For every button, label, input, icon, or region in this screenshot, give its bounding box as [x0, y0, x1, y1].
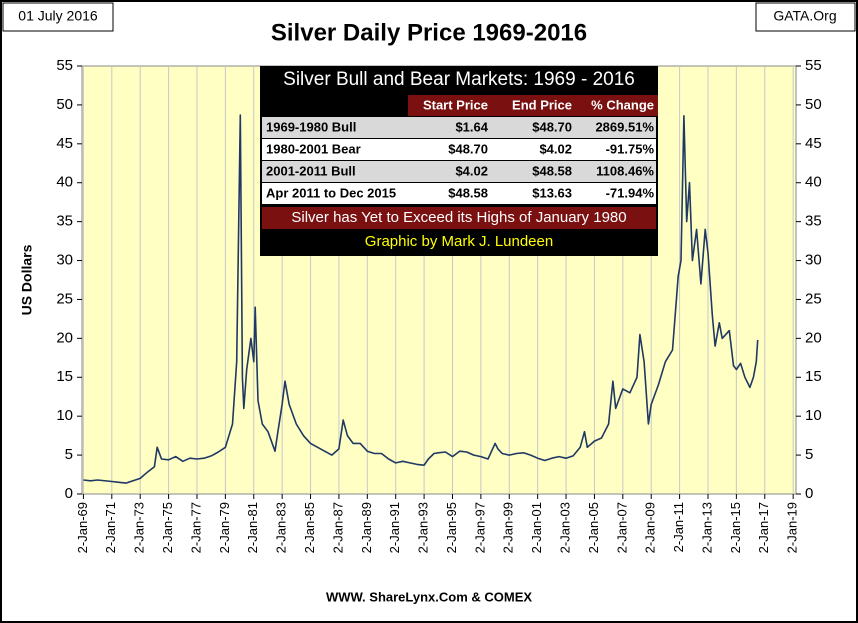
site-box [755, 2, 856, 32]
column-header: End Price [512, 97, 572, 112]
y2-tick-label: 15 [805, 368, 822, 385]
y-axis-label: US Dollars [19, 244, 35, 315]
x-tick-label: 2-Jan-05 [586, 502, 601, 553]
table-cell: 2001-2011 Bull [266, 163, 356, 178]
y2-tick-label: 20 [805, 329, 822, 346]
y2-tick-label: 0 [805, 485, 813, 502]
y-tick-label: 0 [65, 485, 73, 502]
table-cell: $4.02 [539, 141, 572, 156]
table-title: Silver Bull and Bear Markets: 1969 - 201… [283, 69, 635, 90]
column-header: Start Price [423, 97, 488, 112]
table-row-bg [262, 117, 656, 138]
table-row-bg [262, 139, 656, 160]
y-tick-label: 15 [56, 368, 73, 385]
x-tick-label: 2-Jan-87 [330, 502, 345, 553]
table-cell: Apr 2011 to Dec 2015 [266, 185, 396, 200]
y-tick-label: 5 [65, 446, 73, 463]
y2-tick-label: 10 [805, 407, 822, 424]
y-tick-label: 25 [56, 290, 73, 307]
x-tick-label: 2-Jan-11 [671, 502, 686, 552]
x-tick-label: 2-Jan-01 [529, 502, 544, 553]
table-cell: $13.63 [532, 185, 572, 200]
table-cell: $48.58 [448, 185, 488, 200]
date-box [2, 2, 114, 32]
column-header: % Change [591, 97, 654, 112]
x-tick-label: 2-Jan-95 [444, 502, 459, 553]
note-bg [262, 207, 656, 229]
table-cell: $48.70 [532, 119, 572, 134]
x-tick-label: 2-Jan-75 [160, 502, 175, 553]
y-tick-label: 50 [56, 96, 73, 113]
y2-tick-label: 50 [805, 96, 822, 113]
y-tick-label: 40 [56, 174, 73, 191]
y-tick-label: 45 [56, 135, 73, 152]
y-tick-label: 35 [56, 213, 73, 230]
x-tick-label: 2-Jan-71 [103, 502, 118, 553]
x-tick-label: 2-Jan-69 [75, 502, 90, 553]
x-tick-label: 2-Jan-89 [359, 502, 374, 553]
x-tick-label: 2-Jan-09 [643, 502, 658, 553]
date-label: 01 July 2016 [18, 8, 98, 24]
x-tick-label: 2-Jan-19 [785, 502, 800, 553]
x-tick-label: 2-Jan-07 [614, 502, 629, 553]
y2-tick-label: 35 [805, 213, 822, 230]
x-tick-label: 2-Jan-17 [756, 502, 771, 553]
y2-tick-label: 30 [805, 252, 822, 269]
y2-tick-label: 40 [805, 174, 822, 191]
y2-tick-label: 45 [805, 135, 822, 152]
table-cell: 1108.46% [596, 163, 654, 178]
x-tick-label: 2-Jan-93 [416, 502, 431, 553]
x-tick-label: 2-Jan-73 [132, 502, 147, 553]
y-tick-label: 55 [56, 57, 73, 74]
table-cell: $48.70 [448, 141, 488, 156]
x-tick-label: 2-Jan-99 [501, 502, 516, 553]
price-line [83, 114, 759, 484]
table-row-bg [262, 183, 656, 204]
y2-tick-label: 5 [805, 446, 813, 463]
y-tick-label: 20 [56, 329, 73, 346]
y-tick-label: 30 [56, 252, 73, 269]
x-tick-label: 2-Jan-81 [245, 502, 260, 553]
table-row-bg [262, 161, 656, 182]
y-tick-label: 10 [56, 407, 73, 424]
table-cell: 2869.51% [595, 119, 654, 134]
table-cell: 1980-2001 Bear [266, 141, 361, 156]
table-header-bg [408, 95, 658, 116]
x-tick-label: 2-Jan-15 [728, 502, 743, 553]
x-tick-label: 2-Jan-13 [699, 502, 714, 553]
x-tick-label: 2-Jan-83 [274, 502, 289, 553]
table-cell: $4.02 [455, 163, 488, 178]
x-tick-label: 2-Jan-91 [387, 502, 402, 553]
table-cell: 1969-1980 Bull [266, 119, 356, 134]
x-tick-label: 2-Jan-03 [557, 502, 572, 553]
y2-tick-label: 25 [805, 290, 822, 307]
table-cell: $48.58 [532, 163, 572, 178]
site-label: GATA.Org [773, 8, 836, 24]
table-cell: $1.64 [455, 119, 488, 134]
table-credit: Graphic by Mark J. Lundeen [365, 233, 553, 250]
table-note: Silver has Yet to Exceed its Highs of Ja… [291, 209, 626, 226]
x-tick-label: 2-Jan-97 [472, 502, 487, 553]
x-tick-label: 2-Jan-77 [188, 502, 203, 553]
source: WWW. ShareLynx.Com & COMEX [326, 589, 532, 604]
y2-tick-label: 55 [805, 57, 822, 74]
chart-title: Silver Daily Price 1969-2016 [271, 19, 587, 46]
x-tick-label: 2-Jan-79 [217, 502, 232, 553]
table-cell: -91.75% [606, 141, 655, 156]
x-tick-label: 2-Jan-85 [302, 502, 317, 553]
table-cell: -71.94% [606, 185, 655, 200]
